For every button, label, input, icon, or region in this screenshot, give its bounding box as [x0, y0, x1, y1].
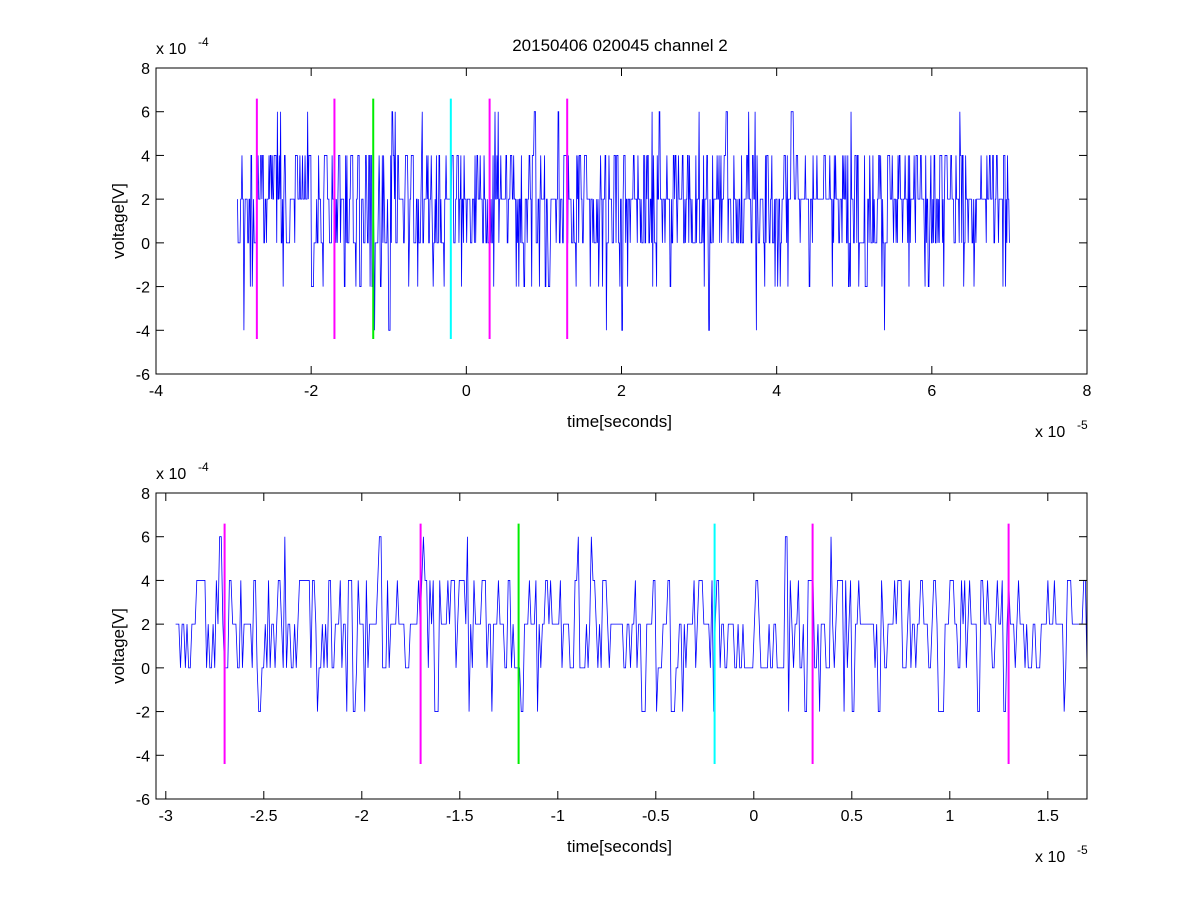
axes-box: [155, 492, 1088, 800]
x-tick-label: -2: [355, 808, 369, 825]
x-tick-label: -2: [304, 383, 318, 400]
x-tick-label: 8: [1083, 383, 1092, 400]
y-tick-label: -2: [136, 705, 150, 722]
x-exponent-power: -5: [1077, 418, 1088, 432]
y-tick-label: 6: [141, 530, 150, 547]
bottom-subplot: -3 -2.5 -2 -1.5 -1 -0.5 0 0.5 1 1.5 -6 -4 -2 0 2 4 6 8 x 1…: [109, 460, 1088, 866]
x-tick-label: -3: [159, 808, 173, 825]
y-tick-label: -2: [136, 280, 150, 297]
x-exponent-label: x 10: [1035, 849, 1065, 866]
x-exponent-power: -5: [1077, 843, 1088, 857]
signal-trace: [175, 536, 1087, 712]
signal-trace: [237, 111, 1010, 331]
x-tick-label: 0: [749, 808, 758, 825]
y-tick-label: -4: [136, 748, 150, 765]
x-axis-label: time[seconds]: [567, 412, 672, 431]
y-tick-label: 2: [141, 192, 150, 209]
y-axis-label: voltage[V]: [109, 608, 128, 684]
x-tick-label: -0.5: [642, 808, 670, 825]
x-exponent-label: x 10: [1035, 424, 1065, 441]
y-tick-label: -4: [136, 323, 150, 340]
x-tick-label: 0.5: [841, 808, 863, 825]
y-axis-label: voltage[V]: [109, 183, 128, 259]
x-tick-label: -4: [149, 383, 163, 400]
x-tick-label: -1: [551, 808, 565, 825]
x-tick-label: 1.5: [1037, 808, 1059, 825]
y-exponent-label: x 10: [156, 41, 186, 58]
x-tick-label: 6: [927, 383, 936, 400]
x-axis-label: time[seconds]: [567, 837, 672, 856]
y-tick-label: -6: [136, 367, 150, 384]
y-tick-label: -6: [136, 792, 150, 809]
y-tick-label: 6: [141, 105, 150, 122]
x-tick-label: 2: [617, 383, 626, 400]
x-tick-label: 4: [772, 383, 781, 400]
x-tick-label: -2.5: [250, 808, 278, 825]
y-tick-label: 8: [141, 61, 150, 78]
y-exponent-label: x 10: [156, 466, 186, 483]
figure-title: 20150406 020045 channel 2: [512, 36, 728, 55]
y-tick-label: 2: [141, 617, 150, 634]
y-tick-label: 4: [141, 573, 150, 590]
y-exponent-power: -4: [198, 460, 209, 474]
x-tick-label: 1: [945, 808, 954, 825]
y-tick-label: 8: [141, 486, 150, 503]
x-tick-label: -1.5: [446, 808, 474, 825]
y-tick-label: 4: [141, 148, 150, 165]
y-tick-label: 0: [141, 661, 150, 678]
y-tick-label: 0: [141, 236, 150, 253]
x-tick-label: 0: [462, 383, 471, 400]
y-exponent-power: -4: [198, 35, 209, 49]
